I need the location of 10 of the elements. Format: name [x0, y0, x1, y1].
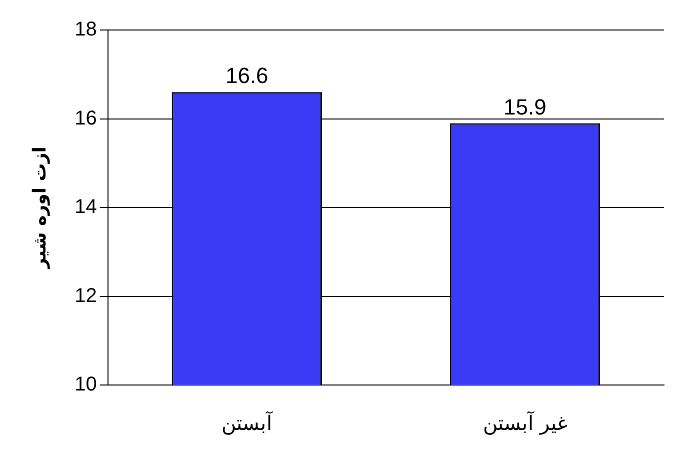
data-label: 15.9 — [504, 94, 546, 120]
y-tick-label: 10 — [74, 374, 97, 396]
y-axis-title: ازت اوره شیر — [29, 146, 50, 270]
y-tick-label: 18 — [74, 18, 97, 41]
x-tick-label: غیر آبستن — [482, 411, 568, 436]
y-tick-label: 14 — [74, 196, 97, 218]
y-tick-label: 12 — [74, 284, 97, 307]
data-label: 16.6 — [225, 63, 268, 88]
y-tick-label: 16 — [74, 107, 97, 130]
x-tick-label: آبستن — [221, 411, 274, 436]
